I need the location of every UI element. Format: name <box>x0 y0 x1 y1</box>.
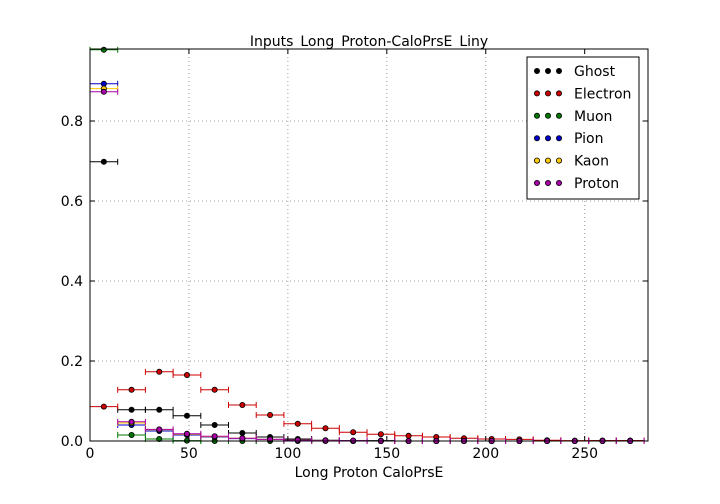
legend-label: Pion <box>574 131 603 147</box>
y-tick-label: 0.8 <box>61 114 83 130</box>
data-point <box>156 435 163 442</box>
y-tick-label: 0.4 <box>61 274 83 290</box>
x-tick-label: 50 <box>180 446 198 462</box>
x-tick-label: 250 <box>571 446 598 462</box>
legend-label: Kaon <box>574 154 609 170</box>
legend-marker <box>534 179 541 186</box>
legend-marker <box>556 112 563 119</box>
data-point <box>239 429 246 436</box>
legend-marker <box>545 135 552 142</box>
data-point <box>294 437 301 444</box>
legend-marker <box>556 157 563 164</box>
legend-marker <box>545 112 552 119</box>
data-point <box>100 88 107 95</box>
data-point <box>322 425 329 432</box>
data-point <box>156 368 163 375</box>
legend-item-muon: Muon <box>534 109 612 125</box>
chart-title: Inputs_Long_Proton-CaloPrsE_Liny <box>250 34 488 50</box>
legend: Ghost Electron Muon Pion Kaon Proton <box>526 56 640 200</box>
x-tick-label: 100 <box>275 446 302 462</box>
data-point <box>183 430 190 437</box>
legend-marker <box>545 179 552 186</box>
data-point <box>239 401 246 408</box>
data-point <box>267 411 274 418</box>
legend-marker <box>545 90 552 97</box>
data-point <box>128 431 135 438</box>
x-axis-title: Long Proton CaloPrsE <box>295 465 444 481</box>
data-point <box>100 158 107 165</box>
data-point <box>183 371 190 378</box>
data-point <box>377 431 384 438</box>
legend-marker <box>534 135 541 142</box>
data-point <box>100 46 107 53</box>
y-tick-label: 0.6 <box>61 194 83 210</box>
legend-item-ghost: Ghost <box>534 64 616 80</box>
legend-marker <box>534 68 541 75</box>
data-point <box>156 406 163 413</box>
legend-marker <box>534 157 541 164</box>
legend-marker <box>534 90 541 97</box>
legend-marker <box>556 68 563 75</box>
legend-item-electron: Electron <box>534 86 631 102</box>
data-point <box>183 412 190 419</box>
data-point <box>156 426 163 433</box>
data-point <box>128 386 135 393</box>
legend-item-proton: Proton <box>534 176 619 192</box>
data-point <box>350 429 357 436</box>
data-point <box>128 406 135 413</box>
legend-marker <box>545 68 552 75</box>
legend-marker <box>556 90 563 97</box>
legend-label: Muon <box>574 109 612 125</box>
x-tick-label: 150 <box>373 446 400 462</box>
data-point <box>211 421 218 428</box>
data-point <box>100 403 107 410</box>
data-point <box>211 386 218 393</box>
legend-marker <box>534 112 541 119</box>
data-point <box>294 420 301 427</box>
legend-item-kaon: Kaon <box>534 154 609 170</box>
axis-ticks: 0 50 100 150 200 250 0.0 0.2 0.4 0.6 0.8 <box>61 49 648 462</box>
data-point <box>128 418 135 425</box>
legend-label: Proton <box>574 176 619 192</box>
legend-marker <box>556 135 563 142</box>
x-tick-label: 200 <box>472 446 499 462</box>
y-tick-label: 0.2 <box>61 354 83 370</box>
legend-item-pion: Pion <box>534 131 603 147</box>
legend-marker <box>545 157 552 164</box>
legend-marker <box>556 179 563 186</box>
plot-area-frame <box>89 48 649 442</box>
legend-box <box>526 56 640 200</box>
legend-label: Electron <box>574 86 631 102</box>
data-point <box>239 435 246 442</box>
y-tick-label: 0.0 <box>61 434 83 450</box>
data-point <box>211 433 218 440</box>
legend-label: Ghost <box>574 64 616 80</box>
x-tick-label: 0 <box>86 446 95 462</box>
data-point <box>405 432 412 439</box>
